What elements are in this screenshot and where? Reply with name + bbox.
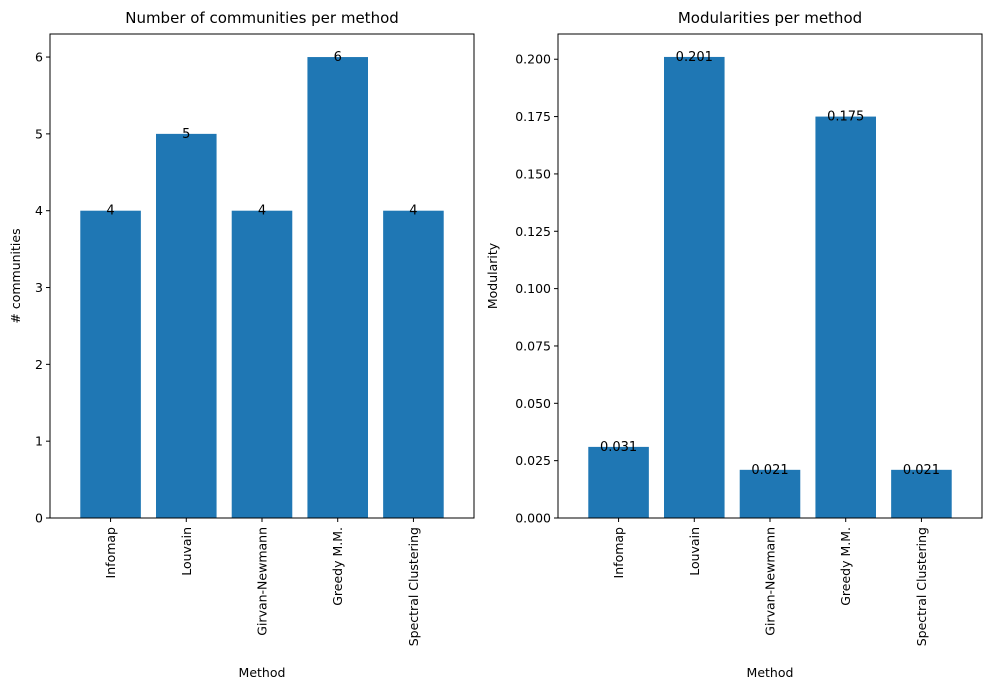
y-axis-label: Modularity	[485, 242, 500, 309]
bar-value-label: 0.175	[827, 110, 864, 125]
y-tick-label: 1	[35, 434, 43, 449]
x-tick-label: Greedy M.M.	[838, 527, 853, 606]
y-tick-label: 5	[35, 126, 43, 141]
bar-infomap	[80, 210, 141, 518]
y-tick-label: 2	[35, 357, 43, 372]
y-tick-label: 0.150	[515, 166, 551, 181]
y-tick-label: 0.175	[515, 109, 551, 124]
bar-girvan-newmann	[231, 210, 293, 518]
y-tick-label: 0.025	[515, 453, 551, 468]
bar-greedy-m-m-	[307, 57, 368, 519]
chart-title: Number of communities per method	[125, 9, 399, 27]
chart-title: Modularities per method	[678, 9, 862, 27]
bar-greedy-m-m-	[815, 116, 876, 518]
bar-girvan-newmann	[739, 469, 801, 518]
bar-value-label: 0.021	[751, 463, 788, 478]
y-tick-label: 0.050	[515, 396, 551, 411]
bar-louvain	[156, 133, 217, 518]
y-tick-label: 0.075	[515, 338, 551, 353]
bar-spectral-clustering	[383, 210, 444, 518]
bar-value-label: 4	[258, 204, 266, 219]
y-tick-label: 0.100	[515, 281, 551, 296]
x-tick-label: Louvain	[179, 527, 194, 576]
x-tick-label: Infomap	[103, 527, 118, 578]
x-axis-label: Method	[747, 665, 794, 680]
y-axis-label: # communities	[8, 228, 23, 323]
bar-value-label: 4	[409, 204, 417, 219]
plot-frame	[557, 33, 983, 519]
x-tick-label: Spectral Clustering	[914, 527, 929, 646]
bar-value-label: 6	[334, 50, 342, 65]
bar-value-label: 0.031	[600, 440, 637, 455]
y-tick-label: 0	[35, 511, 43, 526]
bar-value-label: 0.021	[903, 463, 940, 478]
y-tick-label: 0.200	[515, 52, 551, 67]
x-tick-label: Spectral Clustering	[406, 527, 421, 646]
bar-value-label: 4	[106, 204, 114, 219]
x-tick-label: Greedy M.M.	[330, 527, 345, 606]
x-axis-label: Method	[239, 665, 286, 680]
y-tick-label: 0.000	[515, 511, 551, 526]
x-tick-label: Girvan-Newmann	[763, 527, 778, 636]
y-tick-label: 0.125	[515, 224, 551, 239]
y-tick-label: 3	[35, 280, 43, 295]
x-tick-label: Louvain	[687, 527, 702, 576]
bar-infomap	[588, 446, 649, 518]
x-tick-label: Girvan-Newmann	[255, 527, 270, 636]
bar-value-label: 5	[182, 127, 190, 142]
chart-1: 4 Infomap 5 Louvain 4 Girvan-Newmann 6 Greedy M…	[8, 9, 475, 680]
chart-2: 0.031 Infomap 0.201 Louvain 0.021 Girvan-Newm…	[485, 9, 983, 680]
plot-frame	[49, 33, 475, 519]
y-tick-label: 6	[35, 50, 43, 65]
bar-louvain	[664, 56, 725, 518]
x-tick-label: Infomap	[611, 527, 626, 578]
y-tick-label: 4	[35, 203, 43, 218]
bar-value-label: 0.201	[676, 50, 713, 65]
bar-spectral-clustering	[891, 469, 952, 518]
